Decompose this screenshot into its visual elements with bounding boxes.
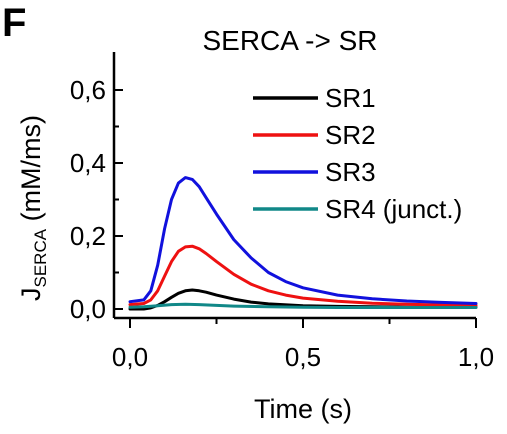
series-line-2 bbox=[128, 244, 478, 307]
y-axis-label-main: J bbox=[16, 288, 46, 302]
legend-label-2: SR2 bbox=[325, 120, 376, 150]
legend-label-3: SR3 bbox=[325, 157, 376, 187]
x-axis-label: Time (s) bbox=[254, 394, 352, 424]
x-tick-label: 1,0 bbox=[458, 342, 494, 372]
y-axis-label-unit: (mM/ms) bbox=[16, 115, 46, 229]
series-line-3 bbox=[128, 176, 478, 305]
axes: 0,0 0,2 0,4 0,6 0,0 0,5 1,0 bbox=[70, 52, 494, 372]
series-line-4 bbox=[128, 302, 478, 309]
y-tick-label: 0,2 bbox=[70, 221, 106, 251]
x-tick-label: 0,5 bbox=[285, 342, 321, 372]
y-tick-label: 0,4 bbox=[70, 148, 106, 178]
chart-title: SERCA -> SR bbox=[202, 25, 377, 56]
svg-text:JSERCA (mM/ms): JSERCA (mM/ms) bbox=[16, 115, 50, 301]
y-axis-label: JSERCA (mM/ms) bbox=[16, 115, 50, 301]
y-tick-label: 0,6 bbox=[70, 75, 106, 105]
panel-label: F bbox=[2, 1, 26, 45]
legend-label-4: SR4 (junct.) bbox=[325, 194, 462, 224]
plot-area bbox=[128, 176, 478, 311]
legend-label-1: SR1 bbox=[325, 83, 376, 113]
y-tick-label: 0,0 bbox=[70, 294, 106, 324]
legend: SR1 SR2 SR3 SR4 (junct.) bbox=[253, 83, 462, 224]
y-axis-label-subscript: SERCA bbox=[31, 228, 50, 287]
x-tick-label: 0,0 bbox=[112, 342, 148, 372]
